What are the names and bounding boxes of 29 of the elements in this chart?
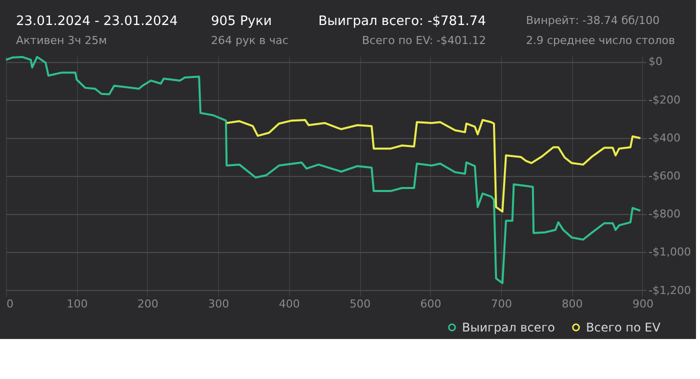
x-tick-label: 500 xyxy=(350,298,371,310)
x-tick-label: 100 xyxy=(66,298,88,310)
x-tick-label: 0 xyxy=(6,298,14,310)
y-tick-label: -$600 xyxy=(648,170,680,182)
text: Всего по EV: -$401.12 xyxy=(362,34,486,47)
text: Выиграл всего: -$781.74 xyxy=(318,14,486,29)
y-tick-label: -$400 xyxy=(648,131,680,144)
y-tick-label: -$1,000 xyxy=(648,246,691,259)
text: Винрейт: -38.74 бб/100 xyxy=(526,14,660,27)
x-tick-label: 200 xyxy=(137,298,158,310)
text: 905 Руки xyxy=(211,14,272,29)
legend-label: Всего по EV xyxy=(586,320,662,334)
x-tick-label: 700 xyxy=(491,298,512,310)
x-tick-label: 900 xyxy=(632,298,654,310)
x-tick-label: 800 xyxy=(562,298,583,310)
x-tick-label: 300 xyxy=(208,298,230,310)
y-tick-label: -$200 xyxy=(648,93,680,106)
text: 264 рук в час xyxy=(211,34,288,47)
line-series xyxy=(226,119,642,213)
text: 2.9 среднее число столов xyxy=(526,34,675,47)
chart-title: 23.01.2024 - 23.01.2024 xyxy=(16,14,178,29)
chart-subtitle: Активен 3ч 25м xyxy=(16,34,107,47)
x-tick-label: 400 xyxy=(278,298,300,310)
y-tick-label: $0 xyxy=(648,55,662,68)
y-tick-label: -$1,200 xyxy=(648,284,691,297)
x-tick-label: 600 xyxy=(420,298,442,310)
y-tick-label: -$800 xyxy=(648,208,680,221)
legend-label: Выиграл всего xyxy=(462,320,555,334)
line-series xyxy=(5,56,642,284)
